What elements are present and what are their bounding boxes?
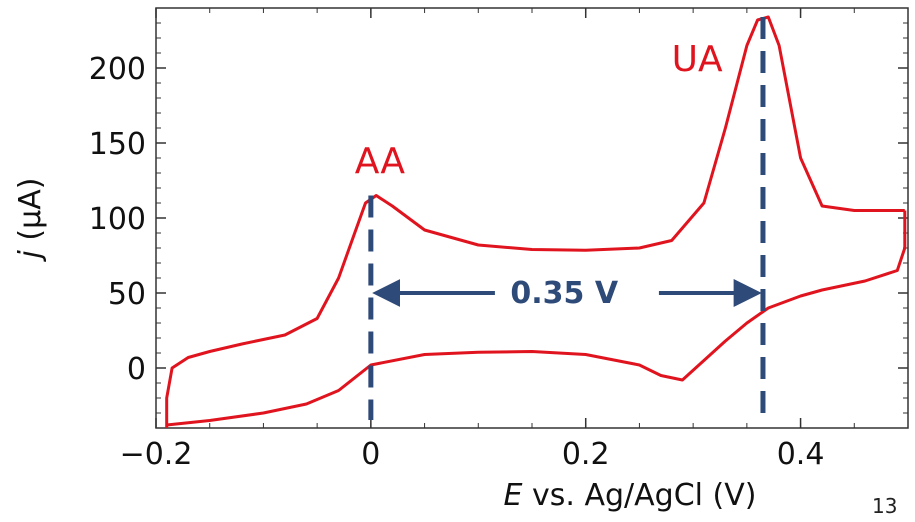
annotation-labels: AA UA 0.35 V bbox=[355, 39, 723, 311]
peak-separation-label: 0.35 V bbox=[510, 276, 618, 311]
y-axis-label: j (μA) bbox=[13, 178, 48, 263]
y-tick-label: 150 bbox=[89, 127, 146, 162]
axis-ticks bbox=[155, 7, 909, 429]
y-tick-label: 100 bbox=[89, 202, 146, 237]
peak-label-ua: UA bbox=[672, 39, 723, 80]
y-tick-label: 0 bbox=[127, 352, 146, 387]
x-tick-label: 0 bbox=[361, 437, 380, 472]
x-tick-label: −0.2 bbox=[120, 437, 193, 472]
y-tick-label: 50 bbox=[108, 277, 146, 312]
axis-tick-labels: −0.2 0 0.2 0.4 0 50 100 150 200 bbox=[89, 52, 825, 472]
cv-curve-forward bbox=[165, 15, 905, 428]
x-tick-label: 0.2 bbox=[562, 437, 610, 472]
plot-frame bbox=[155, 7, 909, 429]
peak-label-aa: AA bbox=[355, 141, 406, 182]
x-tick-label: 0.4 bbox=[777, 437, 825, 472]
cv-curve-reverse bbox=[166, 210, 907, 427]
annotation-markers bbox=[368, 17, 766, 420]
page-number: 13 bbox=[872, 494, 898, 518]
y-tick-label: 200 bbox=[89, 52, 146, 87]
x-axis-label: E vs. Ag/AgCl (V) bbox=[504, 478, 757, 513]
